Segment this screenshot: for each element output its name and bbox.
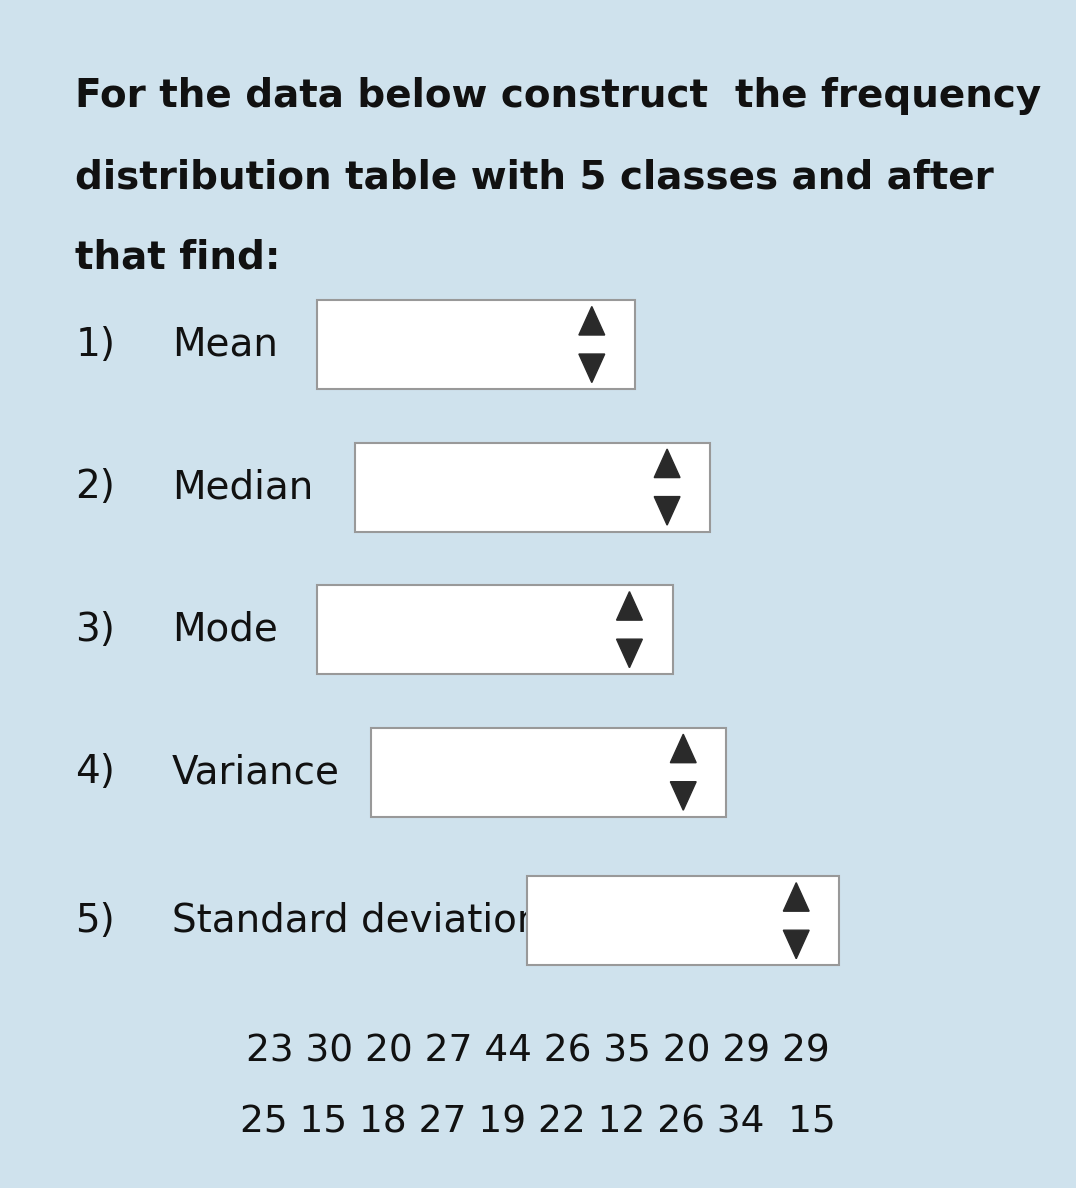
Text: 1): 1) <box>75 326 115 364</box>
Bar <box>371 727 726 817</box>
Text: For the data below construct  the frequency: For the data below construct the frequen… <box>75 77 1042 115</box>
Polygon shape <box>670 734 696 763</box>
Polygon shape <box>579 307 605 335</box>
Text: 5): 5) <box>75 902 115 940</box>
Text: 23 30 20 27 44 26 35 20 29 29: 23 30 20 27 44 26 35 20 29 29 <box>246 1034 830 1069</box>
Text: Mean: Mean <box>172 326 278 364</box>
Text: Median: Median <box>172 468 313 506</box>
Polygon shape <box>617 639 642 668</box>
Text: Standard deviation: Standard deviation <box>172 902 541 940</box>
Text: 2): 2) <box>75 468 115 506</box>
Text: Variance: Variance <box>172 753 340 791</box>
Polygon shape <box>654 497 680 525</box>
Text: 3): 3) <box>75 611 115 649</box>
Text: that find:: that find: <box>75 239 281 277</box>
Polygon shape <box>783 930 809 959</box>
Text: Mode: Mode <box>172 611 278 649</box>
Bar <box>355 443 710 532</box>
Text: 25 15 18 27 19 22 12 26 34  15: 25 15 18 27 19 22 12 26 34 15 <box>240 1105 836 1140</box>
Polygon shape <box>670 782 696 810</box>
Bar <box>317 301 635 390</box>
Bar <box>527 877 839 965</box>
Text: distribution table with 5 classes and after: distribution table with 5 classes and af… <box>75 158 994 196</box>
Polygon shape <box>783 883 809 911</box>
Text: 4): 4) <box>75 753 115 791</box>
Polygon shape <box>579 354 605 383</box>
Polygon shape <box>654 449 680 478</box>
Polygon shape <box>617 592 642 620</box>
Bar <box>317 586 672 675</box>
